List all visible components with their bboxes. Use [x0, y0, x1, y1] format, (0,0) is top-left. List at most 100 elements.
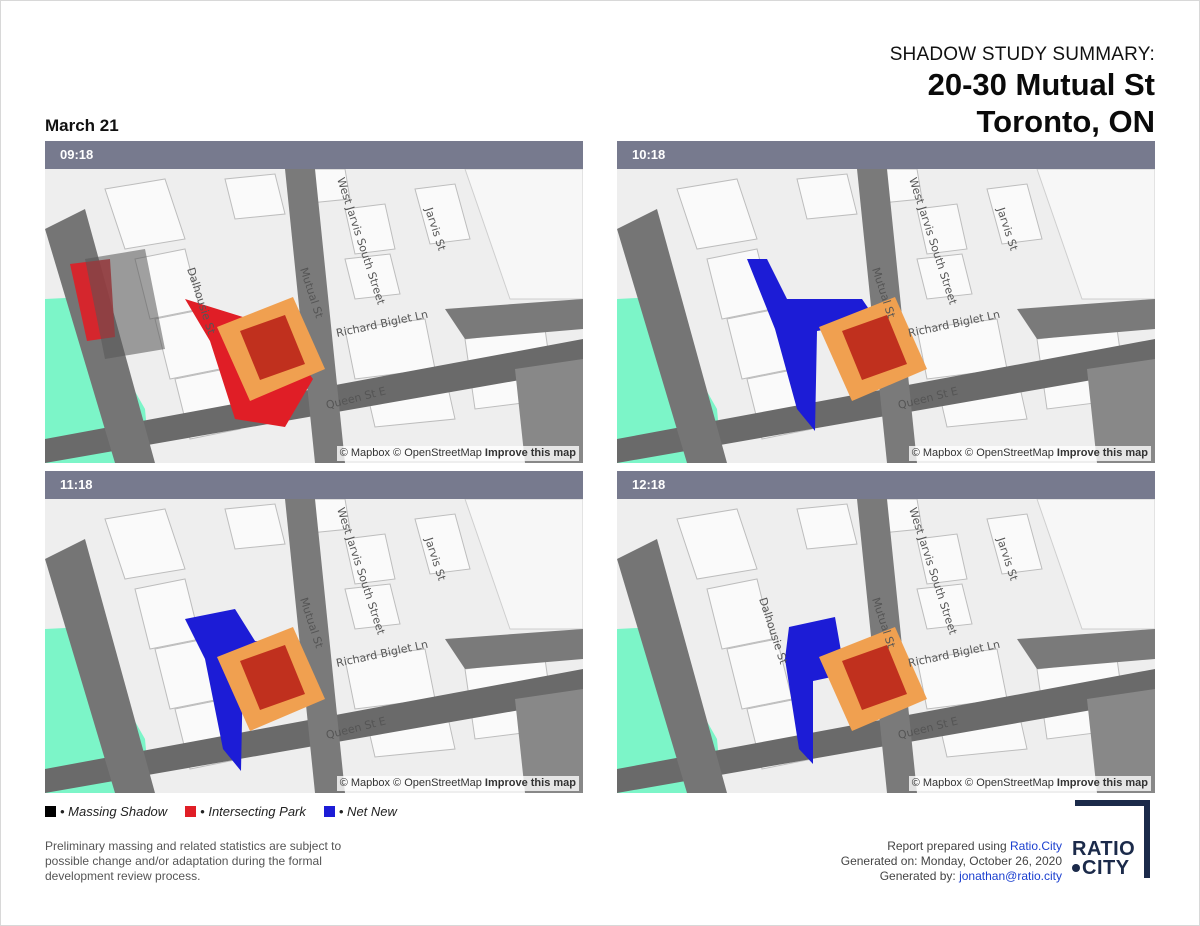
map-attribution: © Mapbox © OpenStreetMap Improve this ma… — [908, 446, 1151, 461]
disclaimer-text: Preliminary massing and related statisti… — [45, 839, 342, 883]
shadow-map[interactable]: Jarvis St West Jarvis South Street Mutual … — [617, 169, 1155, 463]
shadow-map[interactable]: Jarvis St West Jarvis South Street Mutual … — [45, 499, 583, 793]
building — [414, 513, 471, 575]
building — [104, 508, 186, 580]
panel-time-bar: 12:18 — [617, 471, 1155, 499]
building — [676, 178, 758, 250]
logo-line-2: CITY — [1072, 857, 1135, 879]
panel-time: 09:18 — [60, 147, 94, 162]
panel-time-bar: 11:18 — [45, 471, 583, 499]
building — [796, 173, 858, 220]
building — [344, 203, 396, 255]
improve-map-link[interactable]: Improve this map — [1056, 777, 1148, 789]
map-panel-3: 11:18 Jarvis St West Jarvis South Street M… — [45, 471, 583, 793]
legend-label: • Massing Shadow — [60, 804, 168, 819]
panel-time: 10:18 — [632, 147, 666, 162]
generated-by-prefix: Generated by: — [879, 869, 956, 883]
shadow-map[interactable]: Jarvis St West Jarvis South Street Mutual … — [617, 499, 1155, 793]
legend-label: • Intersecting Park — [200, 804, 306, 819]
mapbox-attribution-link[interactable]: © Mapbox — [911, 447, 966, 459]
report-title-address: 20-30 Mutual St — [927, 67, 1155, 102]
building-shadow — [445, 299, 583, 339]
legend-swatch — [323, 806, 335, 817]
map-attribution: © Mapbox © OpenStreetMap Improve this ma… — [908, 776, 1151, 791]
building-core — [240, 315, 305, 380]
building-core — [842, 315, 907, 380]
panel-time: 12:18 — [632, 477, 666, 492]
building-block — [1036, 169, 1155, 300]
building-core — [240, 645, 305, 710]
legend-item-massing-shadow: • Massing Shadow — [45, 804, 167, 819]
proposed-building — [217, 297, 325, 401]
west-shadow — [45, 539, 155, 793]
study-date: March 21 — [45, 116, 119, 135]
map-legend: • Massing Shadow • Intersecting Park • N… — [45, 804, 397, 819]
improve-map-link[interactable]: Improve this map — [484, 447, 576, 459]
logo-line-2-text: CITY — [1082, 857, 1130, 879]
legend-swatch — [45, 806, 56, 817]
osm-attribution-link[interactable]: © OpenStreetMap — [965, 777, 1057, 789]
building-shadow — [515, 689, 583, 793]
osm-attribution-link[interactable]: © OpenStreetMap — [393, 447, 485, 459]
building-block — [464, 499, 583, 630]
massing-shadow — [85, 249, 165, 359]
proposed-building — [819, 297, 927, 401]
mapbox-attribution-link[interactable]: © Mapbox — [911, 777, 966, 789]
generated-by-email-link[interactable]: jonathan@ratio.city — [959, 869, 1062, 883]
prepared-line: Report prepared using Ratio.City — [841, 839, 1062, 854]
mapbox-attribution-link[interactable]: © Mapbox — [339, 777, 394, 789]
building — [224, 503, 286, 550]
building-core — [842, 645, 907, 710]
building-shadow — [515, 359, 583, 463]
legend-swatch — [185, 806, 197, 817]
ratio-city-logo: RATIO CITY — [1072, 800, 1152, 880]
report-header: SHADOW STUDY SUMMARY: 20-30 Mutual St To… — [890, 44, 1155, 140]
logo-dot-icon — [1072, 864, 1080, 872]
building — [916, 203, 968, 255]
generated-on: Generated on: Monday, October 26, 2020 — [840, 854, 1062, 868]
mapbox-attribution-link[interactable]: © Mapbox — [339, 447, 394, 459]
building-shadow — [1017, 629, 1155, 669]
logo-text: RATIO CITY — [1072, 839, 1135, 879]
building-shadow — [445, 629, 583, 669]
building — [104, 178, 186, 250]
building-shadow — [1017, 299, 1155, 339]
building — [344, 253, 401, 300]
map-panel-1: 09:18 Jarvis St West Jarvis South Street M… — [45, 141, 583, 463]
report-kicker: SHADOW STUDY SUMMARY: — [889, 44, 1155, 65]
panel-time-bar: 10:18 — [617, 141, 1155, 169]
building — [706, 578, 773, 650]
legend-item-net-new: • Net New — [323, 804, 397, 819]
report-title-city: Toronto, ON — [976, 104, 1156, 139]
building — [224, 173, 286, 220]
building — [344, 583, 401, 630]
panel-time: 11:18 — [60, 477, 93, 492]
building — [916, 253, 973, 300]
mutual-street-shadow — [285, 499, 345, 793]
west-shadow — [617, 209, 727, 463]
map-panel-4: 12:18 Jarvis St West Jarvis South Street M… — [617, 471, 1155, 793]
osm-attribution-link[interactable]: © OpenStreetMap — [393, 777, 485, 789]
improve-map-link[interactable]: Improve this map — [484, 777, 576, 789]
ratio-city-link[interactable]: Ratio.City — [1009, 839, 1062, 853]
building-shadow — [1087, 689, 1155, 793]
logo-corner-right — [1144, 800, 1150, 878]
legend-label: • Net New — [338, 804, 397, 819]
map-attribution: © Mapbox © OpenStreetMap Improve this ma… — [336, 446, 579, 461]
panel-time-bar: 09:18 — [45, 141, 583, 169]
osm-attribution-link[interactable]: © OpenStreetMap — [965, 447, 1057, 459]
building — [986, 513, 1043, 575]
building — [916, 583, 973, 630]
building — [676, 508, 758, 580]
map-panel-2: 10:18 Jarvis St West Jarvis South Street M… — [617, 141, 1155, 463]
prepared-prefix: Report prepared using — [887, 839, 1007, 853]
map-attribution: © Mapbox © OpenStreetMap Improve this ma… — [336, 776, 579, 791]
mutual-street-shadow — [285, 169, 345, 463]
improve-map-link[interactable]: Improve this map — [1056, 447, 1148, 459]
shadow-map[interactable]: Jarvis St West Jarvis South Street Mutual … — [45, 169, 583, 463]
